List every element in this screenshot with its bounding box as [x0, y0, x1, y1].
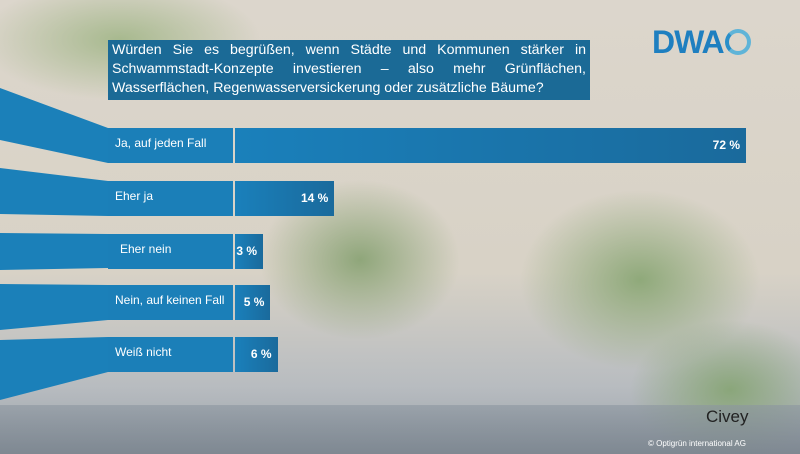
logo-ring-icon: [724, 29, 751, 55]
source-label: Civey: [706, 407, 749, 426]
ribbon-2: [0, 168, 108, 216]
ribbon-4: [0, 284, 108, 330]
bar: 3 %: [235, 234, 263, 269]
category-label: Ja, auf jeden Fall: [108, 128, 233, 163]
bar: 72 %: [235, 128, 746, 163]
ribbon-3: [0, 233, 108, 270]
value-label: 14 %: [301, 191, 329, 205]
logo-text: DWA: [652, 24, 725, 60]
category-label: Weiß nicht: [108, 337, 233, 372]
bar: 6 %: [235, 337, 278, 372]
background-photo-band: [0, 405, 800, 454]
value-label: 5 %: [243, 295, 265, 309]
value-label: 3 %: [236, 244, 257, 258]
category-label: Eher ja: [108, 181, 233, 216]
side-ribbons: [0, 88, 108, 400]
dwa-logo: DWA: [652, 24, 751, 61]
category-label: Eher nein: [108, 234, 233, 269]
value-label: 6 %: [250, 347, 272, 361]
bar: 14 %: [235, 181, 335, 216]
question-title: Würden Sie es begrüßen, wenn Städte und …: [108, 40, 590, 100]
value-label: 72 %: [712, 138, 740, 152]
ribbon-1: [0, 88, 108, 163]
bar: 5 %: [235, 285, 271, 320]
ribbon-5: [0, 337, 108, 400]
copyright: © Optigrün international AG: [648, 439, 746, 448]
category-label: Nein, auf keinen Fall: [108, 285, 233, 320]
